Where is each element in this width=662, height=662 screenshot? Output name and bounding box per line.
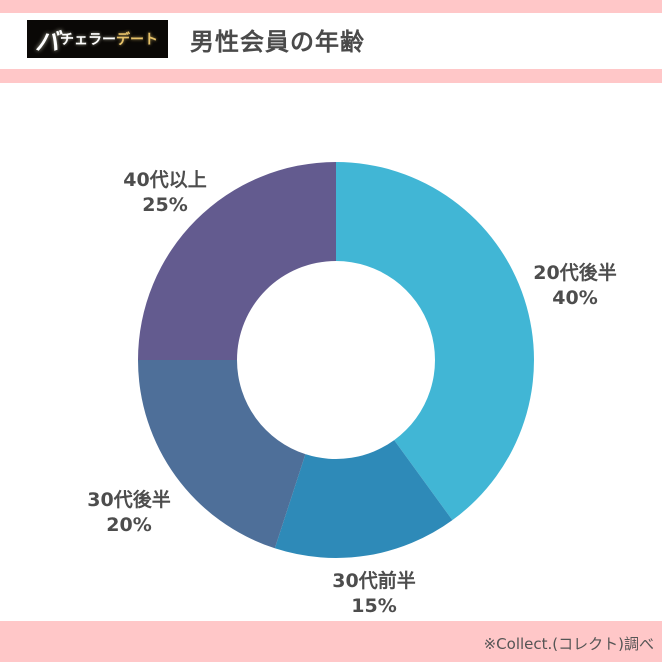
bachelor-date-logo: バ チェラー デート bbox=[27, 20, 168, 58]
label-40s-plus: 40代以上 25% bbox=[123, 168, 206, 218]
label-30s-early-name: 30代前半 bbox=[332, 570, 416, 592]
slice-30s-late bbox=[138, 360, 306, 549]
top-pink-band bbox=[0, 0, 662, 13]
logo-char-ba: バ bbox=[35, 27, 59, 56]
footer-pink-band bbox=[0, 621, 662, 662]
label-30s-early: 30代前半 15% bbox=[332, 569, 415, 619]
label-30s-late-name: 30代後半 bbox=[87, 489, 171, 511]
page-title: 男性会員の年齢 bbox=[190, 28, 365, 56]
slice-30s-early bbox=[274, 440, 453, 558]
source-note: ※Collect.(コレクト)調べ bbox=[483, 635, 654, 653]
slice-40s-plus bbox=[138, 162, 336, 360]
label-20s-late-pct: 40% bbox=[552, 287, 598, 309]
label-40s-plus-name: 40代以上 bbox=[123, 169, 207, 191]
slice-20s-late bbox=[336, 162, 534, 521]
label-20s-late: 20代後半 40% bbox=[533, 261, 616, 311]
label-20s-late-name: 20代後半 bbox=[533, 262, 617, 284]
label-30s-late-pct: 20% bbox=[106, 514, 152, 536]
label-30s-late: 30代後半 20% bbox=[87, 488, 170, 538]
header-divider-band bbox=[0, 69, 662, 83]
label-30s-early-pct: 15% bbox=[351, 595, 397, 617]
logo-text-white: チェラー bbox=[60, 32, 116, 48]
logo-text-gold: デート bbox=[116, 32, 158, 48]
label-40s-plus-pct: 25% bbox=[142, 194, 188, 216]
